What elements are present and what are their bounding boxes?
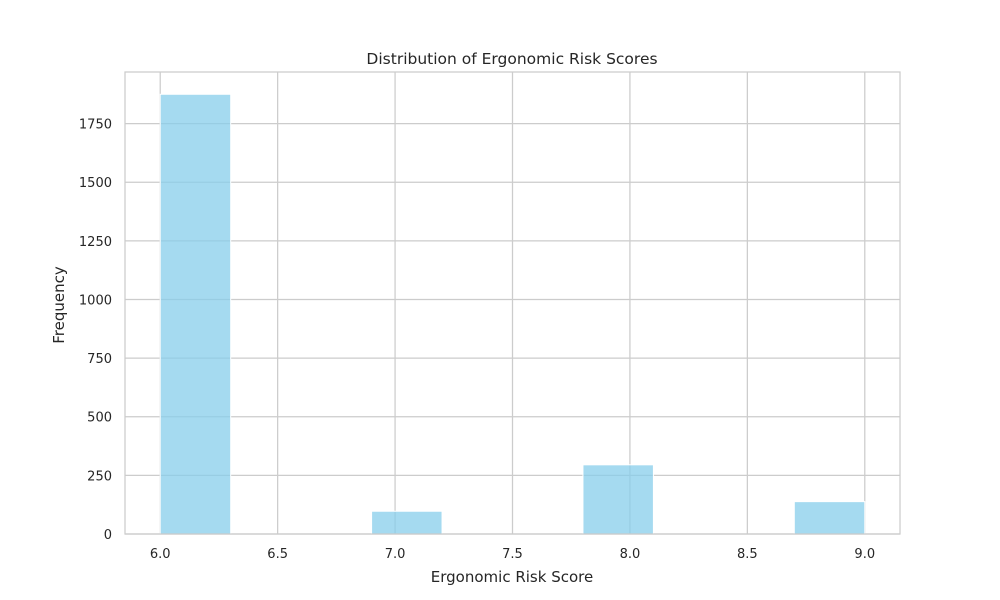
grid	[125, 72, 900, 535]
y-tick-label: 1500	[79, 176, 112, 191]
y-tick-label: 1750	[79, 118, 112, 133]
x-tick-label: 6.0	[150, 547, 171, 562]
bars	[159, 93, 866, 535]
x-tick-label: 7.0	[385, 547, 406, 562]
histogram-bar	[371, 510, 443, 535]
histogram-bar	[582, 464, 654, 535]
x-tick-label: 6.5	[267, 547, 288, 562]
y-tick-labels: 0 250 500 750 1000 1250 1500 1750	[79, 118, 112, 543]
chart-title: Distribution of Ergonomic Risk Scores	[366, 50, 657, 68]
y-tick-label: 1000	[79, 293, 112, 308]
histogram-bar	[159, 93, 232, 535]
y-tick-label: 250	[87, 469, 112, 484]
y-tick-label: 750	[87, 352, 112, 367]
plot-area-frame	[124, 71, 901, 535]
histogram-bar	[793, 501, 866, 535]
y-tick-label: 1250	[79, 235, 112, 250]
x-tick-label: 9.0	[854, 547, 875, 562]
x-axis-title: Ergonomic Risk Score	[431, 568, 593, 586]
y-axis-title: Frequency	[50, 266, 68, 344]
y-tick-label: 500	[87, 411, 112, 426]
x-tick-label: 8.0	[620, 547, 641, 562]
x-tick-label: 7.5	[502, 547, 523, 562]
x-tick-labels: 6.0 6.5 7.0 7.5 8.0 8.5 9.0	[150, 547, 875, 562]
x-tick-label: 8.5	[737, 547, 758, 562]
y-tick-label: 0	[104, 528, 112, 543]
